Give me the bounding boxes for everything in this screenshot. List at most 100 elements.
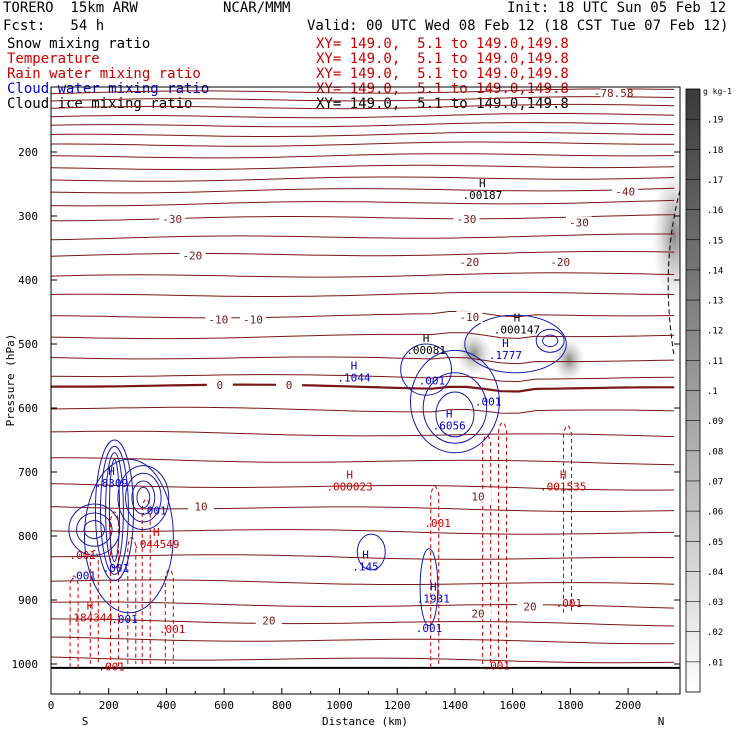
isotherm-label: -10	[239, 313, 266, 327]
cloud-water-contour	[125, 472, 162, 523]
rain-contour	[89, 549, 99, 664]
snow-shading	[552, 338, 585, 382]
cloud-water-contour	[356, 533, 386, 571]
init-time: Init: 18 UTC Sun 05 Feb 12	[507, 0, 727, 16]
isotherm-label: -20	[547, 256, 574, 269]
forecast-hour: Fcst: 54 h	[3, 18, 105, 34]
extremum-label: H.8309	[95, 465, 128, 490]
isotherm-line	[51, 579, 675, 585]
legend-field-xy: XY= 149.0, 5.1 to 149.0,149.8	[316, 36, 569, 52]
legend-field-name: Cloud water mixing ratio	[7, 81, 210, 97]
cloud-water-contour	[542, 334, 559, 348]
isotherm-line	[51, 310, 675, 319]
south-label: S	[82, 715, 89, 728]
x-tick-label: 800	[272, 699, 292, 712]
x-tick-label: 1200	[384, 699, 411, 712]
svg-text:20: 20	[523, 600, 536, 613]
isotherm-label: 0	[206, 378, 233, 392]
extremum-mark: H	[153, 526, 160, 539]
cloud-water-contour	[435, 391, 475, 438]
contour-label: .001	[69, 549, 96, 562]
isotherm-line	[51, 199, 675, 207]
extremum-value: .044549	[133, 538, 179, 551]
extremum-label: H.00081	[406, 332, 446, 357]
cloud-water-contour	[94, 439, 135, 582]
extremum-mark: H	[351, 360, 358, 373]
contour-label: .001	[556, 597, 583, 610]
rain-contour	[430, 485, 440, 668]
contour-label: .001	[140, 504, 167, 517]
extremum-value: .1777	[489, 349, 522, 362]
y-axis-label: Pressure (hPa)	[4, 334, 17, 427]
y-tick-label: 600	[18, 402, 38, 415]
y-tick-label: 800	[18, 530, 38, 543]
isotherm-label: -10	[456, 311, 483, 324]
extremum-mark: H	[514, 312, 521, 325]
y-tick-label: 700	[18, 466, 38, 479]
cloud-water-contour	[535, 328, 565, 353]
colorbar-label: .17	[707, 176, 723, 186]
isotherm-line	[51, 122, 675, 128]
extremum-value: .00187	[462, 189, 502, 202]
svg-text:10: 10	[194, 501, 207, 514]
legend-field-xy: XY= 149.0, 5.1 to 149.0,149.8	[316, 51, 569, 67]
x-tick-label: 600	[214, 699, 234, 712]
extremum-label: H.044549	[133, 526, 179, 551]
rain-contour	[141, 498, 151, 664]
cloud-water-contour	[464, 314, 567, 374]
isotherm-line	[51, 88, 675, 95]
isotherm-label: -10	[205, 313, 232, 327]
extremum-value: .000023	[326, 480, 372, 493]
colorbar-label: .07	[707, 477, 723, 487]
rain-contour	[164, 569, 174, 664]
extremum-value: .000147	[494, 324, 540, 337]
svg-text:-30: -30	[569, 216, 589, 229]
svg-text:-20: -20	[182, 250, 202, 263]
rain-contour	[498, 421, 508, 664]
contour-label: .001	[159, 623, 186, 636]
cloud-water-contour	[117, 465, 170, 531]
isotherm-label: -30	[566, 216, 593, 229]
colorbar-label: .18	[707, 146, 723, 156]
isotherm-line	[51, 141, 675, 147]
isotherm-label: 10	[465, 490, 492, 503]
colorbar-label: .14	[707, 266, 723, 276]
isotherm-line	[51, 164, 675, 171]
svg-text:-30: -30	[457, 213, 477, 226]
legend-field-xy: XY= 149.0, 5.1 to 149.0,149.8	[316, 66, 569, 82]
extremum-value: .1044	[337, 372, 370, 385]
contour-label: .001	[419, 374, 446, 387]
svg-text:0: 0	[216, 379, 223, 392]
isotherm-line	[51, 176, 675, 182]
isotherm-label: 20	[465, 607, 492, 620]
extremum-label: H.000147	[494, 312, 540, 337]
colorbar-label: .19	[707, 116, 723, 126]
extremum-value: .001535	[540, 480, 586, 493]
svg-text:-20: -20	[550, 256, 570, 269]
isotherm-line	[51, 483, 675, 491]
extremum-value: .00081	[406, 344, 446, 357]
svg-text:-20: -20	[459, 256, 479, 269]
cloud-water-contour	[136, 486, 151, 509]
cloud-water-contour	[410, 349, 500, 454]
x-tick-label: 1800	[557, 699, 584, 712]
contour-label: .001	[103, 562, 130, 575]
cloud-water-contour	[131, 480, 156, 515]
isotherm-label: 20	[255, 614, 282, 627]
model-title: TORERO 15km ARW	[3, 0, 138, 16]
y-tick-label: 200	[18, 146, 38, 159]
cloud-water-contour	[76, 512, 113, 547]
north-label: N	[658, 715, 665, 728]
rain-contour	[562, 425, 572, 613]
cloud-water-contour	[400, 343, 452, 396]
extremum-label: H.001535	[540, 468, 586, 493]
y-tick-label: 300	[18, 210, 38, 223]
colorbar-label: .01	[707, 658, 723, 668]
colorbar-label: .02	[707, 628, 723, 638]
colorbar-unit: g kg-1	[703, 87, 732, 96]
svg-text:20: 20	[262, 614, 275, 627]
svg-text:-10: -10	[208, 314, 228, 327]
isotherm-line	[51, 506, 675, 512]
colorbar-label: .11	[707, 357, 723, 367]
